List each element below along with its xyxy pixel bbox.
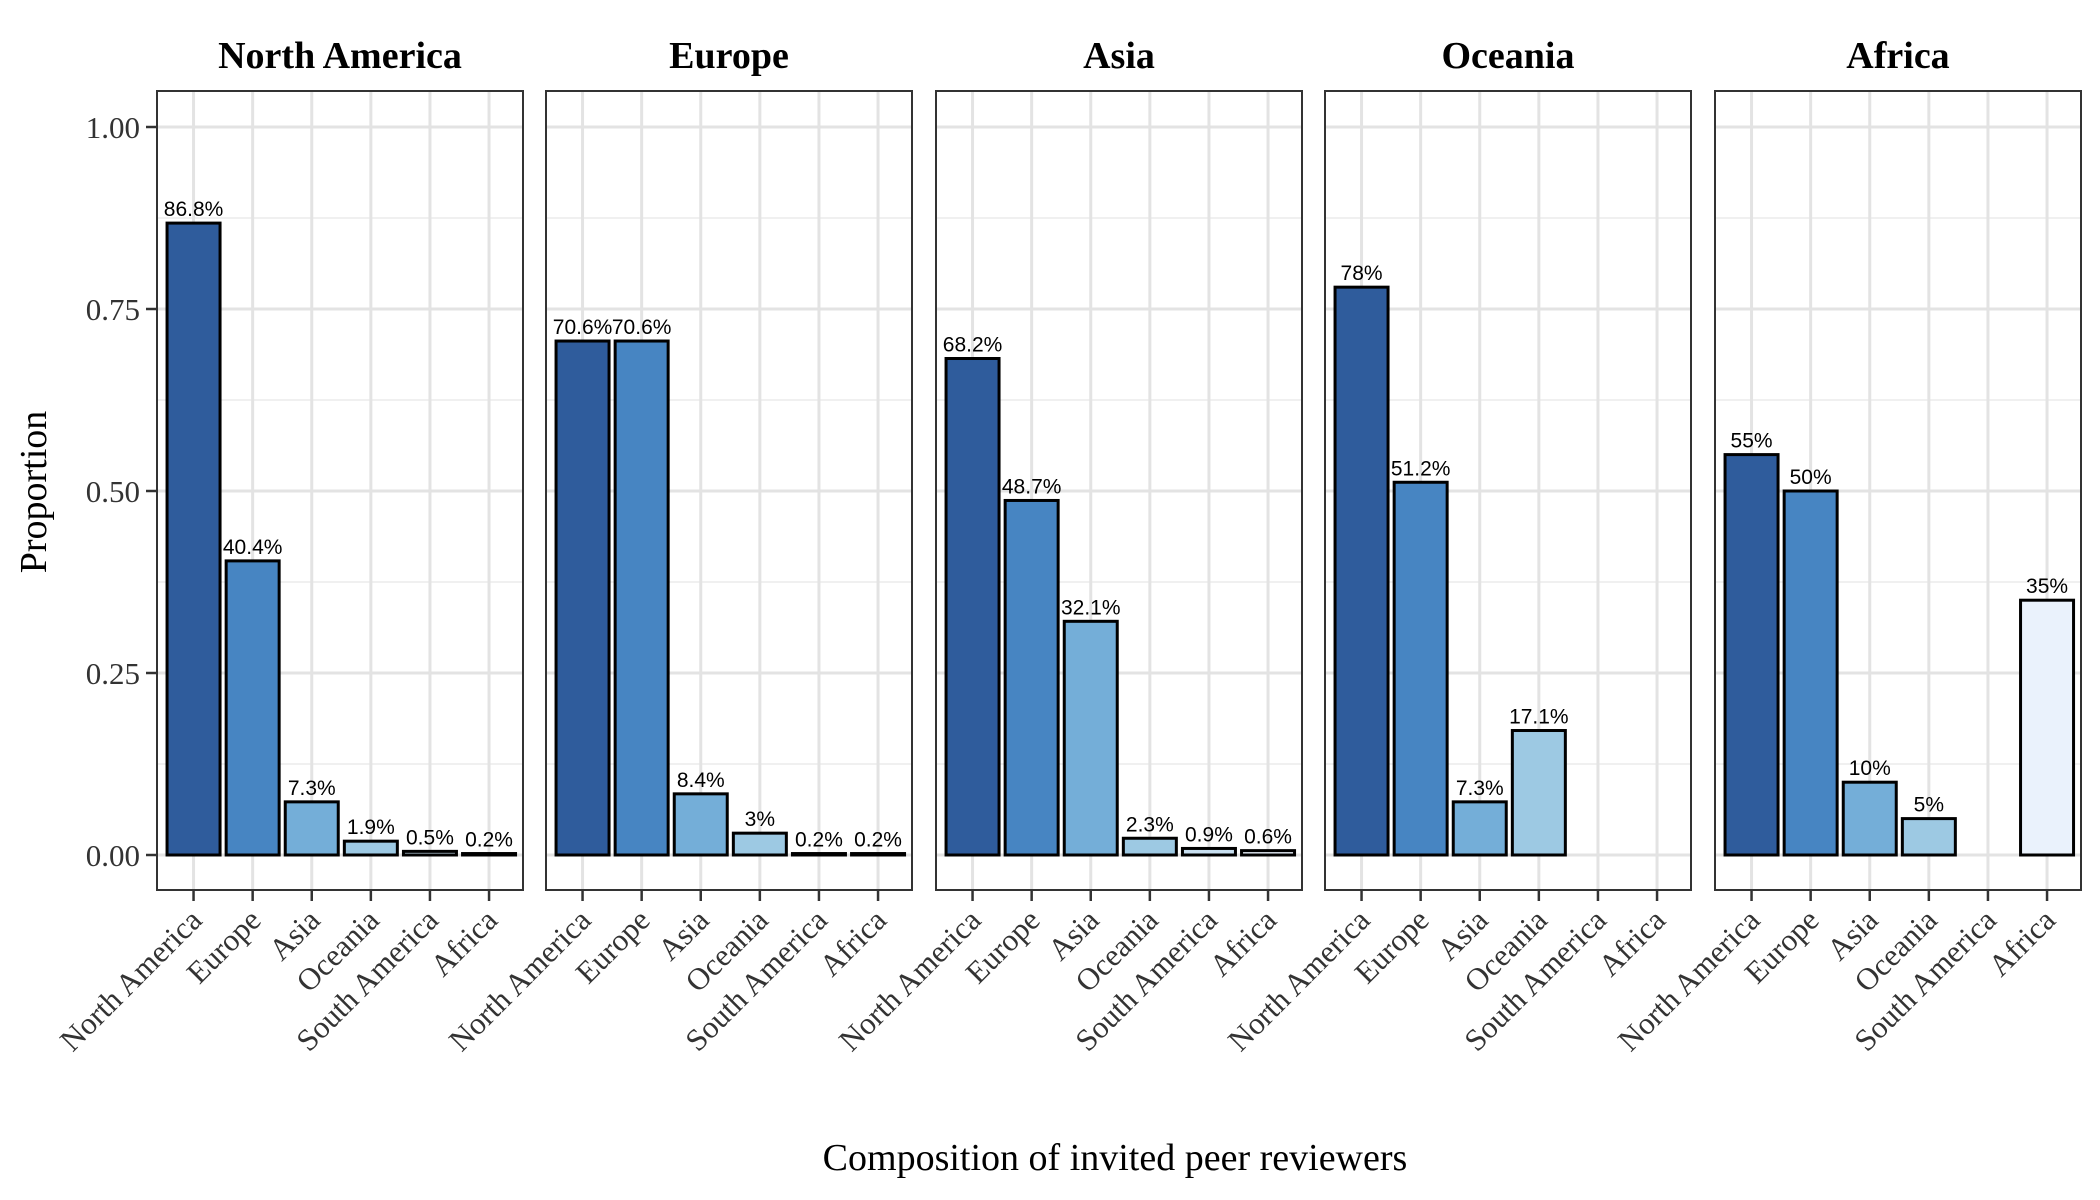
panel-2-x-tick-label: Africa	[812, 902, 893, 983]
panel-5-bar-asia	[1841, 780, 1898, 857]
panel-2-data-label: 0.2%	[854, 829, 902, 852]
y-tick-label: 0.00	[86, 838, 140, 873]
panel-1-bar-europe	[224, 559, 281, 857]
x-axis-title: Composition of invited peer reviewers	[823, 1137, 1408, 1179]
panel-4-bar-north-america	[1333, 285, 1390, 857]
y-axis-title: Proportion	[13, 411, 55, 574]
panel-5-x-tick-label: Africa	[1981, 902, 2062, 983]
panel-5-data-label: 5%	[1914, 794, 1944, 817]
panel-1-data-label: 40.4%	[223, 536, 283, 559]
panel-1-bar-south-america	[401, 849, 458, 857]
panel-3-bar-south-america	[1180, 846, 1237, 857]
panel-4-x-tick-label: Africa	[1591, 902, 1672, 983]
panel-3-data-label: 68.2%	[943, 334, 1003, 357]
panel-4-data-label: 7.3%	[1456, 777, 1504, 800]
panel-5-title: Africa	[1846, 35, 1949, 77]
panel-5-bar-europe	[1782, 489, 1839, 857]
panel-5-bar-africa	[2019, 598, 2076, 857]
y-tick-label: 0.50	[86, 474, 140, 509]
panel-2-bar-asia	[672, 792, 729, 857]
panel-3-data-label: 32.1%	[1061, 596, 1121, 619]
panel-3-data-label: 0.9%	[1185, 823, 1233, 846]
panel-3-title: Asia	[1083, 35, 1155, 77]
y-tick-label: 0.25	[86, 656, 140, 691]
panel-3-bar-asia	[1062, 619, 1119, 857]
panel-3-frame	[935, 90, 1303, 891]
panel-5-data-label: 50%	[1790, 466, 1832, 489]
panel-1-data-label: 0.2%	[465, 829, 513, 852]
panel-1-bar-africa	[461, 852, 518, 857]
bars-layer	[165, 221, 2076, 857]
panel-2-title: Europe	[669, 35, 789, 77]
panel-5-frame	[1714, 90, 2082, 891]
panel-1-data-label: 86.8%	[164, 198, 224, 221]
y-tick-label: 0.75	[86, 292, 140, 327]
panel-1-data-label: 7.3%	[288, 777, 336, 800]
panel-1-title: North America	[218, 35, 462, 77]
y-tick-label: 1.00	[86, 110, 140, 145]
panel-3-x-tick-label: Africa	[1202, 902, 1283, 983]
panel-2-bar-north-america	[554, 339, 611, 857]
panel-1-data-label: 1.9%	[347, 816, 395, 839]
panel-2-frame	[545, 90, 913, 891]
panel-3-data-label: 48.7%	[1002, 475, 1062, 498]
panel-4-data-label: 78%	[1341, 262, 1383, 285]
panel-5-data-label: 10%	[1849, 757, 1891, 780]
panel-2-bar-south-america	[790, 852, 847, 857]
panel-5-bar-oceania	[1900, 817, 1957, 857]
panel-frames-layer	[146, 90, 2082, 901]
panel-5-data-label: 35%	[2026, 575, 2068, 598]
panel-3-data-label: 2.3%	[1126, 813, 1174, 836]
panel-1-x-tick-label: North America	[53, 902, 209, 1058]
panel-3-bar-oceania	[1121, 836, 1178, 857]
panel-2-data-label: 3%	[745, 808, 775, 831]
panel-2-data-label: 0.2%	[795, 829, 843, 852]
panel-3-bar-north-america	[944, 357, 1001, 857]
panel-4-title: Oceania	[1442, 35, 1575, 77]
panel-1-data-label: 0.5%	[406, 826, 454, 849]
panel-2-data-label: 70.6%	[553, 316, 613, 339]
panel-1-bar-oceania	[342, 839, 399, 857]
panel-1-x-tick-label: Africa	[423, 902, 504, 983]
panel-3-bar-europe	[1003, 498, 1060, 857]
panel-2-bar-oceania	[731, 831, 788, 857]
panel-3-data-label: 0.6%	[1244, 826, 1292, 849]
panel-1-bar-asia	[283, 800, 340, 857]
panel-4-bar-asia	[1451, 800, 1508, 857]
panel-2-data-label: 8.4%	[677, 769, 725, 792]
panel-4-bar-oceania	[1510, 729, 1567, 857]
panel-5-bar-north-america	[1723, 453, 1780, 857]
panel-4-bar-europe	[1392, 480, 1449, 857]
panel-4-data-label: 17.1%	[1509, 706, 1569, 729]
panel-1-bar-north-america	[165, 221, 222, 857]
panel-4-frame	[1324, 90, 1692, 891]
panel-5-data-label: 55%	[1731, 430, 1773, 453]
panel-3-bar-africa	[1240, 849, 1297, 857]
panel-2-bar-europe	[613, 339, 670, 857]
panel-4-data-label: 51.2%	[1391, 457, 1451, 480]
panel-2-bar-africa	[850, 852, 907, 857]
panel-2-data-label: 70.6%	[612, 316, 672, 339]
